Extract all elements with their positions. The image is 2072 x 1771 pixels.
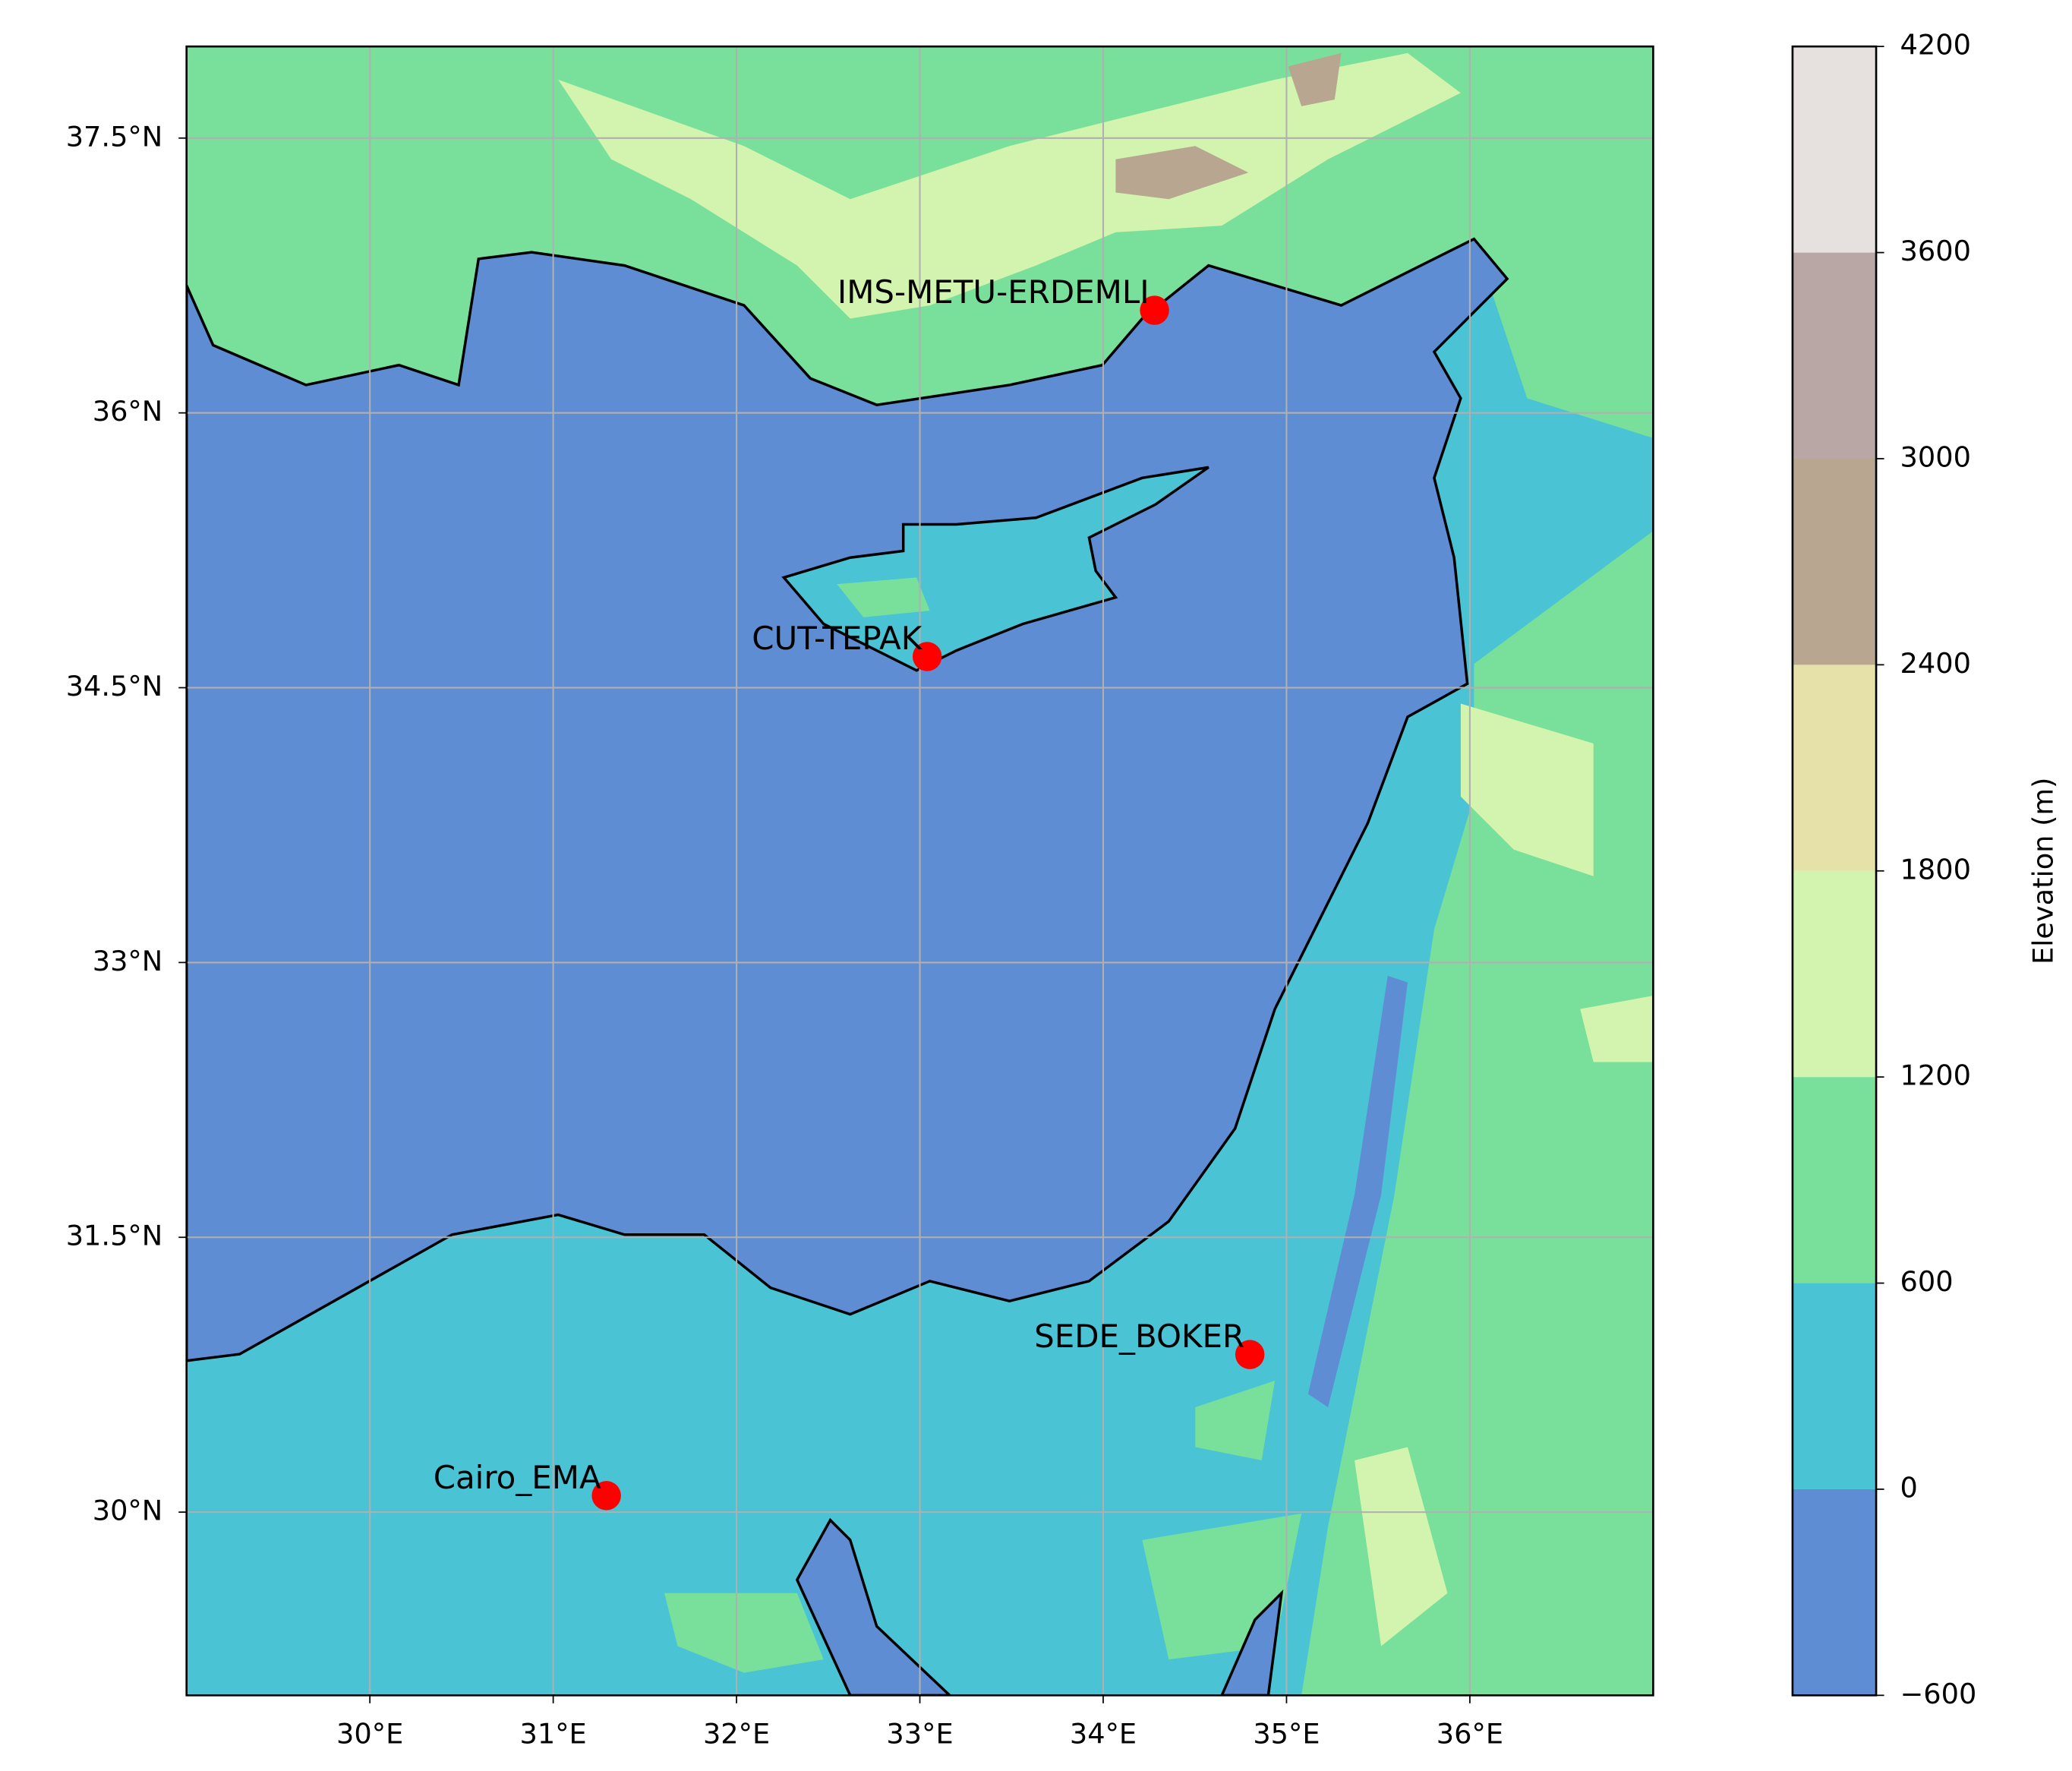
x-tick-label: 32°E [703, 1717, 770, 1750]
x-tick-label: 34°E [1070, 1717, 1137, 1750]
y-tick-label: 30°N [93, 1495, 163, 1527]
colorbar-tick-label: 4200 [1900, 29, 1971, 62]
colorbar-band [1792, 1283, 1877, 1489]
colorbar-band [1792, 870, 1877, 1078]
gulf-of-suez [795, 1517, 952, 1696]
colorbar-label: Elevation (m) [2027, 777, 2060, 964]
highland [837, 577, 930, 617]
cyprus [781, 466, 1209, 672]
x-tick-label: 35°E [1253, 1717, 1320, 1750]
colorbar-band [1792, 1488, 1877, 1696]
y-tick-label: 36°N [93, 395, 163, 428]
station-marker [912, 642, 942, 671]
y-tick-label: 37.5°N [66, 120, 163, 153]
station-label: IMS-METU-ERDEMLI [837, 273, 1150, 311]
y-tick-label: 34.5°N [66, 670, 163, 702]
colorbar-tick-label: 2400 [1900, 647, 1971, 680]
colorbar-band [1792, 665, 1877, 871]
colorbar-band [1792, 252, 1877, 459]
colorbar-band [1792, 1077, 1877, 1283]
colorbar-tick-label: 0 [1900, 1471, 1918, 1504]
colorbar-tick-label: 600 [1900, 1265, 1954, 1298]
axes-frame [185, 45, 1654, 1697]
y-tick-label: 31.5°N [66, 1220, 163, 1252]
highland [558, 52, 1461, 319]
station-label: SEDE_BOKER [1034, 1318, 1244, 1355]
chart-layer: 30°E 31°E 32°E 33°E 34°E 35°E 36°E 30°N 31.5°N 33… [66, 29, 1977, 1750]
station-marker [591, 1481, 621, 1511]
colorbar-tick-label: −600 [1900, 1678, 1977, 1710]
station-label: Cairo_EMA [434, 1459, 601, 1496]
colorbar-band [1792, 458, 1877, 665]
colorbar-tick-label: 1800 [1900, 853, 1971, 886]
highland [664, 1381, 1302, 1673]
peak [1115, 52, 1342, 200]
gulf-of-aqaba [1220, 1589, 1284, 1696]
colorbar-tick-label: 3600 [1900, 235, 1971, 267]
highland [1355, 703, 1654, 1646]
jordan-valley [1307, 975, 1408, 1408]
colorbar-tick-label: 3000 [1900, 440, 1971, 473]
colorbar-band [1792, 46, 1877, 253]
station-marker [1235, 1340, 1265, 1369]
station-label: CUT-TEPAK [752, 620, 922, 657]
x-tick-label: 30°E [336, 1717, 403, 1750]
x-tick-label: 36°E [1437, 1717, 1503, 1750]
sea [186, 237, 1509, 1362]
y-tick-label: 33°N [93, 945, 163, 977]
colorbar-tick-label: 1200 [1900, 1059, 1971, 1092]
station-marker [1140, 295, 1169, 325]
x-tick-label: 31°E [519, 1717, 586, 1750]
x-tick-label: 33°E [886, 1717, 953, 1750]
